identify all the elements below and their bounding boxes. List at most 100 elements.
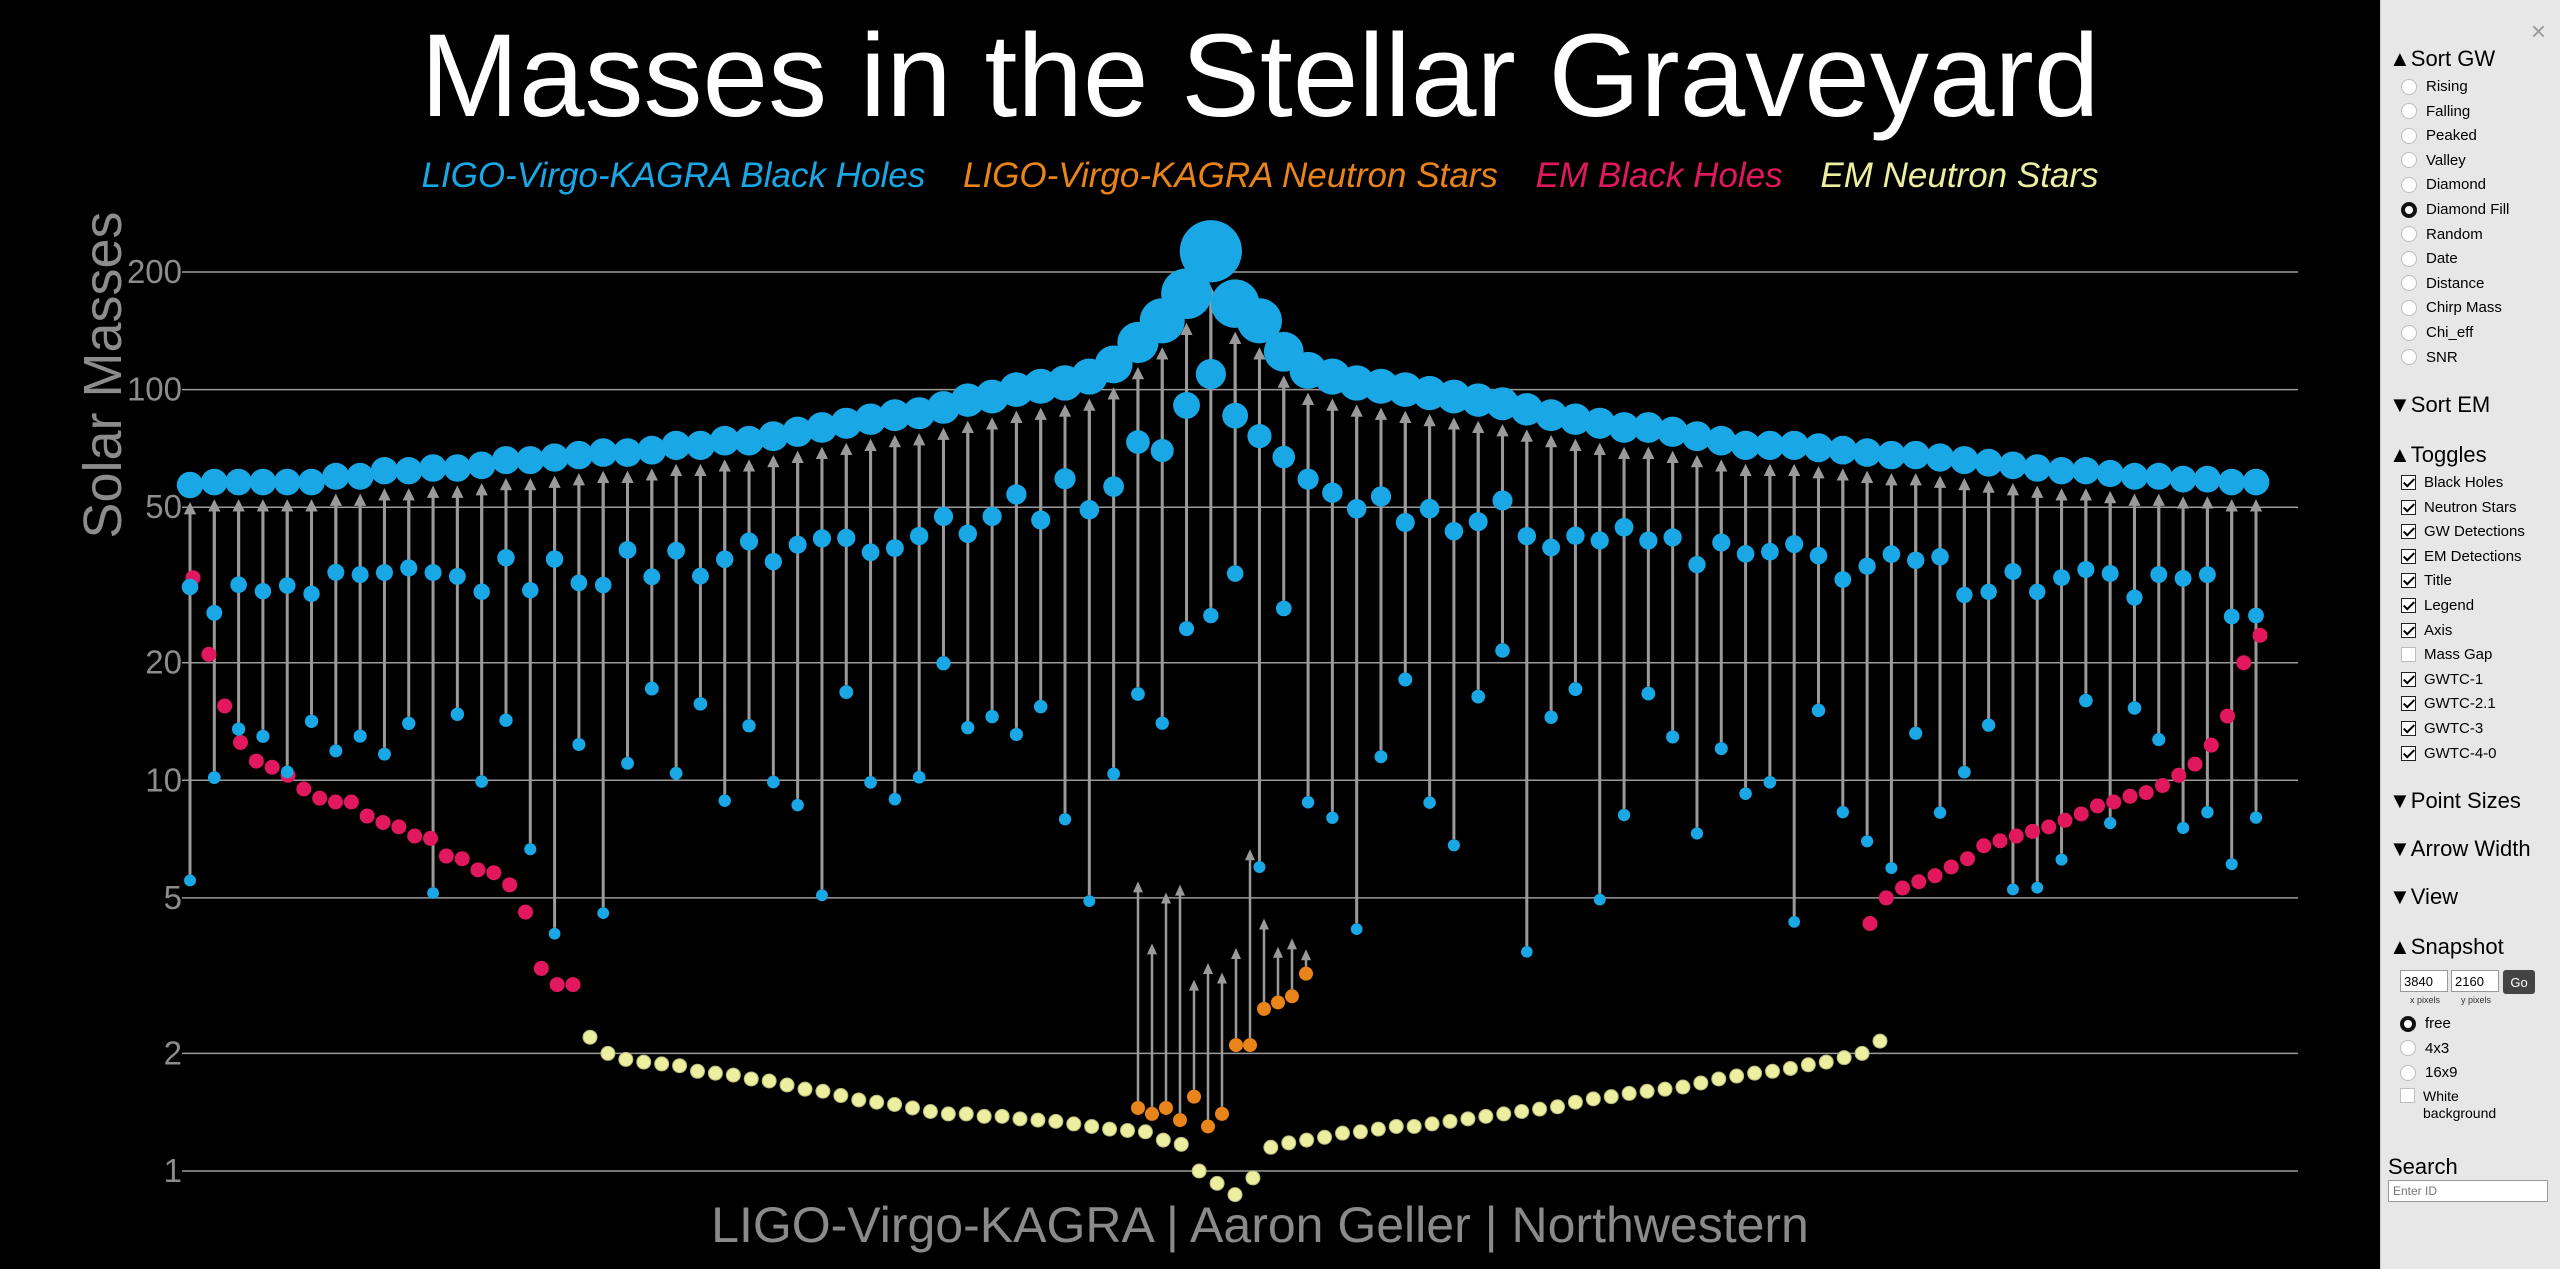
gw-black-hole-remnant[interactable] xyxy=(1730,430,1761,460)
gw-black-hole-secondary[interactable] xyxy=(2007,883,2019,896)
gw-black-hole-secondary[interactable] xyxy=(280,765,294,779)
em-neutron-star-point[interactable] xyxy=(725,1067,741,1083)
legend-ligo-neutron-stars[interactable]: LIGO-Virgo-KAGRA Neutron Stars xyxy=(962,156,1498,195)
snapshot-go-button[interactable]: Go xyxy=(2503,970,2535,994)
gw-black-hole-secondary[interactable] xyxy=(256,729,270,743)
gw-black-hole-primary[interactable] xyxy=(1688,555,1706,574)
gw-black-hole-primary[interactable] xyxy=(1468,512,1488,532)
snapshot-x-pixels-input[interactable] xyxy=(2400,970,2448,992)
gw-black-hole-secondary[interactable] xyxy=(2031,881,2044,894)
gw-black-hole-remnant[interactable] xyxy=(273,468,301,496)
em-neutron-star-point[interactable] xyxy=(1084,1118,1100,1134)
gw-black-hole-primary[interactable] xyxy=(1566,526,1585,545)
gw-black-hole-secondary[interactable] xyxy=(912,770,926,784)
gw-black-hole-remnant[interactable] xyxy=(2072,457,2100,485)
em-neutron-star-point[interactable] xyxy=(940,1106,956,1122)
em-neutron-star-point[interactable] xyxy=(1066,1116,1082,1132)
gw-black-hole-secondary[interactable] xyxy=(864,776,877,789)
em-neutron-star-point[interactable] xyxy=(1388,1118,1404,1134)
em-black-hole-point[interactable] xyxy=(217,698,233,714)
gw-black-hole-remnant[interactable] xyxy=(1999,451,2027,480)
gw-black-hole-primary[interactable] xyxy=(764,552,783,571)
gw-black-hole-secondary[interactable] xyxy=(1495,643,1510,658)
sort-gw-radio[interactable] xyxy=(2401,349,2417,366)
gw-black-hole-primary[interactable] xyxy=(206,604,223,621)
gw-neutron-star-point[interactable] xyxy=(1159,1100,1173,1115)
gw-black-hole-remnant[interactable] xyxy=(1877,440,1906,470)
gw-black-hole-remnant[interactable] xyxy=(2169,465,2197,493)
gw-black-hole-secondary[interactable] xyxy=(1593,893,1606,906)
toggle-gw-detections[interactable]: GW Detections xyxy=(2401,523,2525,540)
em-neutron-star-point[interactable] xyxy=(1352,1124,1368,1140)
em-neutron-star-point[interactable] xyxy=(1603,1089,1619,1105)
sort-gw-option-diamond[interactable]: Diamond xyxy=(2401,176,2486,193)
toggle-checkbox[interactable] xyxy=(2401,647,2416,663)
toggle-checkbox[interactable] xyxy=(2401,524,2416,540)
gw-black-hole-remnant[interactable] xyxy=(540,443,569,472)
sort-gw-option-chi-eff[interactable]: Chi_eff xyxy=(2401,324,2473,341)
gw-black-hole-remnant[interactable] xyxy=(491,446,521,475)
gw-black-hole-secondary[interactable] xyxy=(1326,811,1339,824)
sort-gw-option-distance[interactable]: Distance xyxy=(2401,275,2484,292)
gw-black-hole-primary[interactable] xyxy=(1785,535,1804,554)
em-black-hole-point[interactable] xyxy=(454,851,470,867)
gw-black-hole-secondary[interactable] xyxy=(621,756,634,770)
gw-black-hole-secondary[interactable] xyxy=(475,775,488,788)
toggle-mass-gap[interactable]: Mass Gap xyxy=(2401,646,2492,663)
em-neutron-star-point[interactable] xyxy=(905,1100,920,1116)
em-black-hole-point[interactable] xyxy=(1976,838,1992,854)
sort-gw-radio[interactable] xyxy=(2401,152,2417,169)
gw-black-hole-primary[interactable] xyxy=(1031,510,1051,530)
em-black-hole-point[interactable] xyxy=(1960,851,1975,867)
em-neutron-star-point[interactable] xyxy=(1191,1163,1207,1179)
em-neutron-star-point[interactable] xyxy=(1872,1033,1888,1049)
gw-black-hole-secondary[interactable] xyxy=(1568,682,1583,697)
toggle-gwtc-3[interactable]: GWTC-3 xyxy=(2401,720,2483,737)
gw-black-hole-primary[interactable] xyxy=(885,539,904,558)
em-black-hole-point[interactable] xyxy=(2090,798,2105,814)
gw-black-hole-remnant[interactable] xyxy=(830,407,862,439)
em-neutron-star-point[interactable] xyxy=(1567,1094,1583,1110)
em-black-hole-point[interactable] xyxy=(2122,788,2138,804)
em-neutron-star-point[interactable] xyxy=(1496,1106,1512,1122)
sort-gw-radio[interactable] xyxy=(2401,226,2417,243)
gw-black-hole-primary[interactable] xyxy=(933,506,954,527)
gw-black-hole-remnant[interactable] xyxy=(1755,430,1785,460)
gw-black-hole-primary[interactable] xyxy=(327,563,345,581)
em-neutron-star-point[interactable] xyxy=(1460,1111,1476,1127)
gw-black-hole-primary[interactable] xyxy=(1492,490,1513,511)
toggle-checkbox[interactable] xyxy=(2401,499,2416,515)
arrow-width-header[interactable]: ▼Arrow Width xyxy=(2389,836,2531,861)
gw-black-hole-primary[interactable] xyxy=(448,567,466,585)
gw-black-hole-secondary[interactable] xyxy=(718,794,731,807)
snapshot-aspect-free[interactable]: free xyxy=(2400,1015,2451,1032)
sort-gw-radio[interactable] xyxy=(2401,250,2417,267)
gw-neutron-star-point[interactable] xyxy=(1299,966,1313,981)
sort-gw-header[interactable]: ▲Sort GW xyxy=(2389,46,2496,71)
em-black-hole-point[interactable] xyxy=(2220,708,2235,724)
em-black-hole-point[interactable] xyxy=(2073,806,2089,822)
em-neutron-star-point[interactable] xyxy=(1012,1111,1028,1127)
em-black-hole-point[interactable] xyxy=(1878,890,1894,906)
sort-gw-option-falling[interactable]: Falling xyxy=(2401,103,2470,120)
toggle-checkbox[interactable] xyxy=(2401,573,2416,589)
em-neutron-star-point[interactable] xyxy=(1263,1139,1279,1155)
gw-black-hole-primary[interactable] xyxy=(739,532,759,551)
gw-black-hole-primary[interactable] xyxy=(1639,531,1658,550)
gw-black-hole-remnant[interactable] xyxy=(2096,459,2124,488)
gw-black-hole-remnant[interactable] xyxy=(1706,425,1737,456)
gw-black-hole-primary[interactable] xyxy=(1761,542,1779,561)
gw-black-hole-remnant[interactable] xyxy=(854,403,887,435)
gw-black-hole-primary[interactable] xyxy=(1590,531,1609,550)
em-black-hole-point[interactable] xyxy=(2025,823,2040,839)
toggle-gwtc-1[interactable]: GWTC-1 xyxy=(2401,671,2483,688)
gw-black-hole-remnant[interactable] xyxy=(1161,268,1212,320)
snapshot-aspect-radio[interactable] xyxy=(2400,1040,2416,1057)
gw-black-hole-primary[interactable] xyxy=(715,550,734,568)
gw-black-hole-secondary[interactable] xyxy=(1909,726,1923,740)
em-black-hole-point[interactable] xyxy=(2008,828,2024,844)
em-neutron-star-point[interactable] xyxy=(1693,1075,1709,1091)
gw-black-hole-secondary[interactable] xyxy=(1666,730,1680,744)
gw-black-hole-remnant[interactable] xyxy=(878,399,911,432)
gw-black-hole-primary[interactable] xyxy=(1247,424,1272,449)
